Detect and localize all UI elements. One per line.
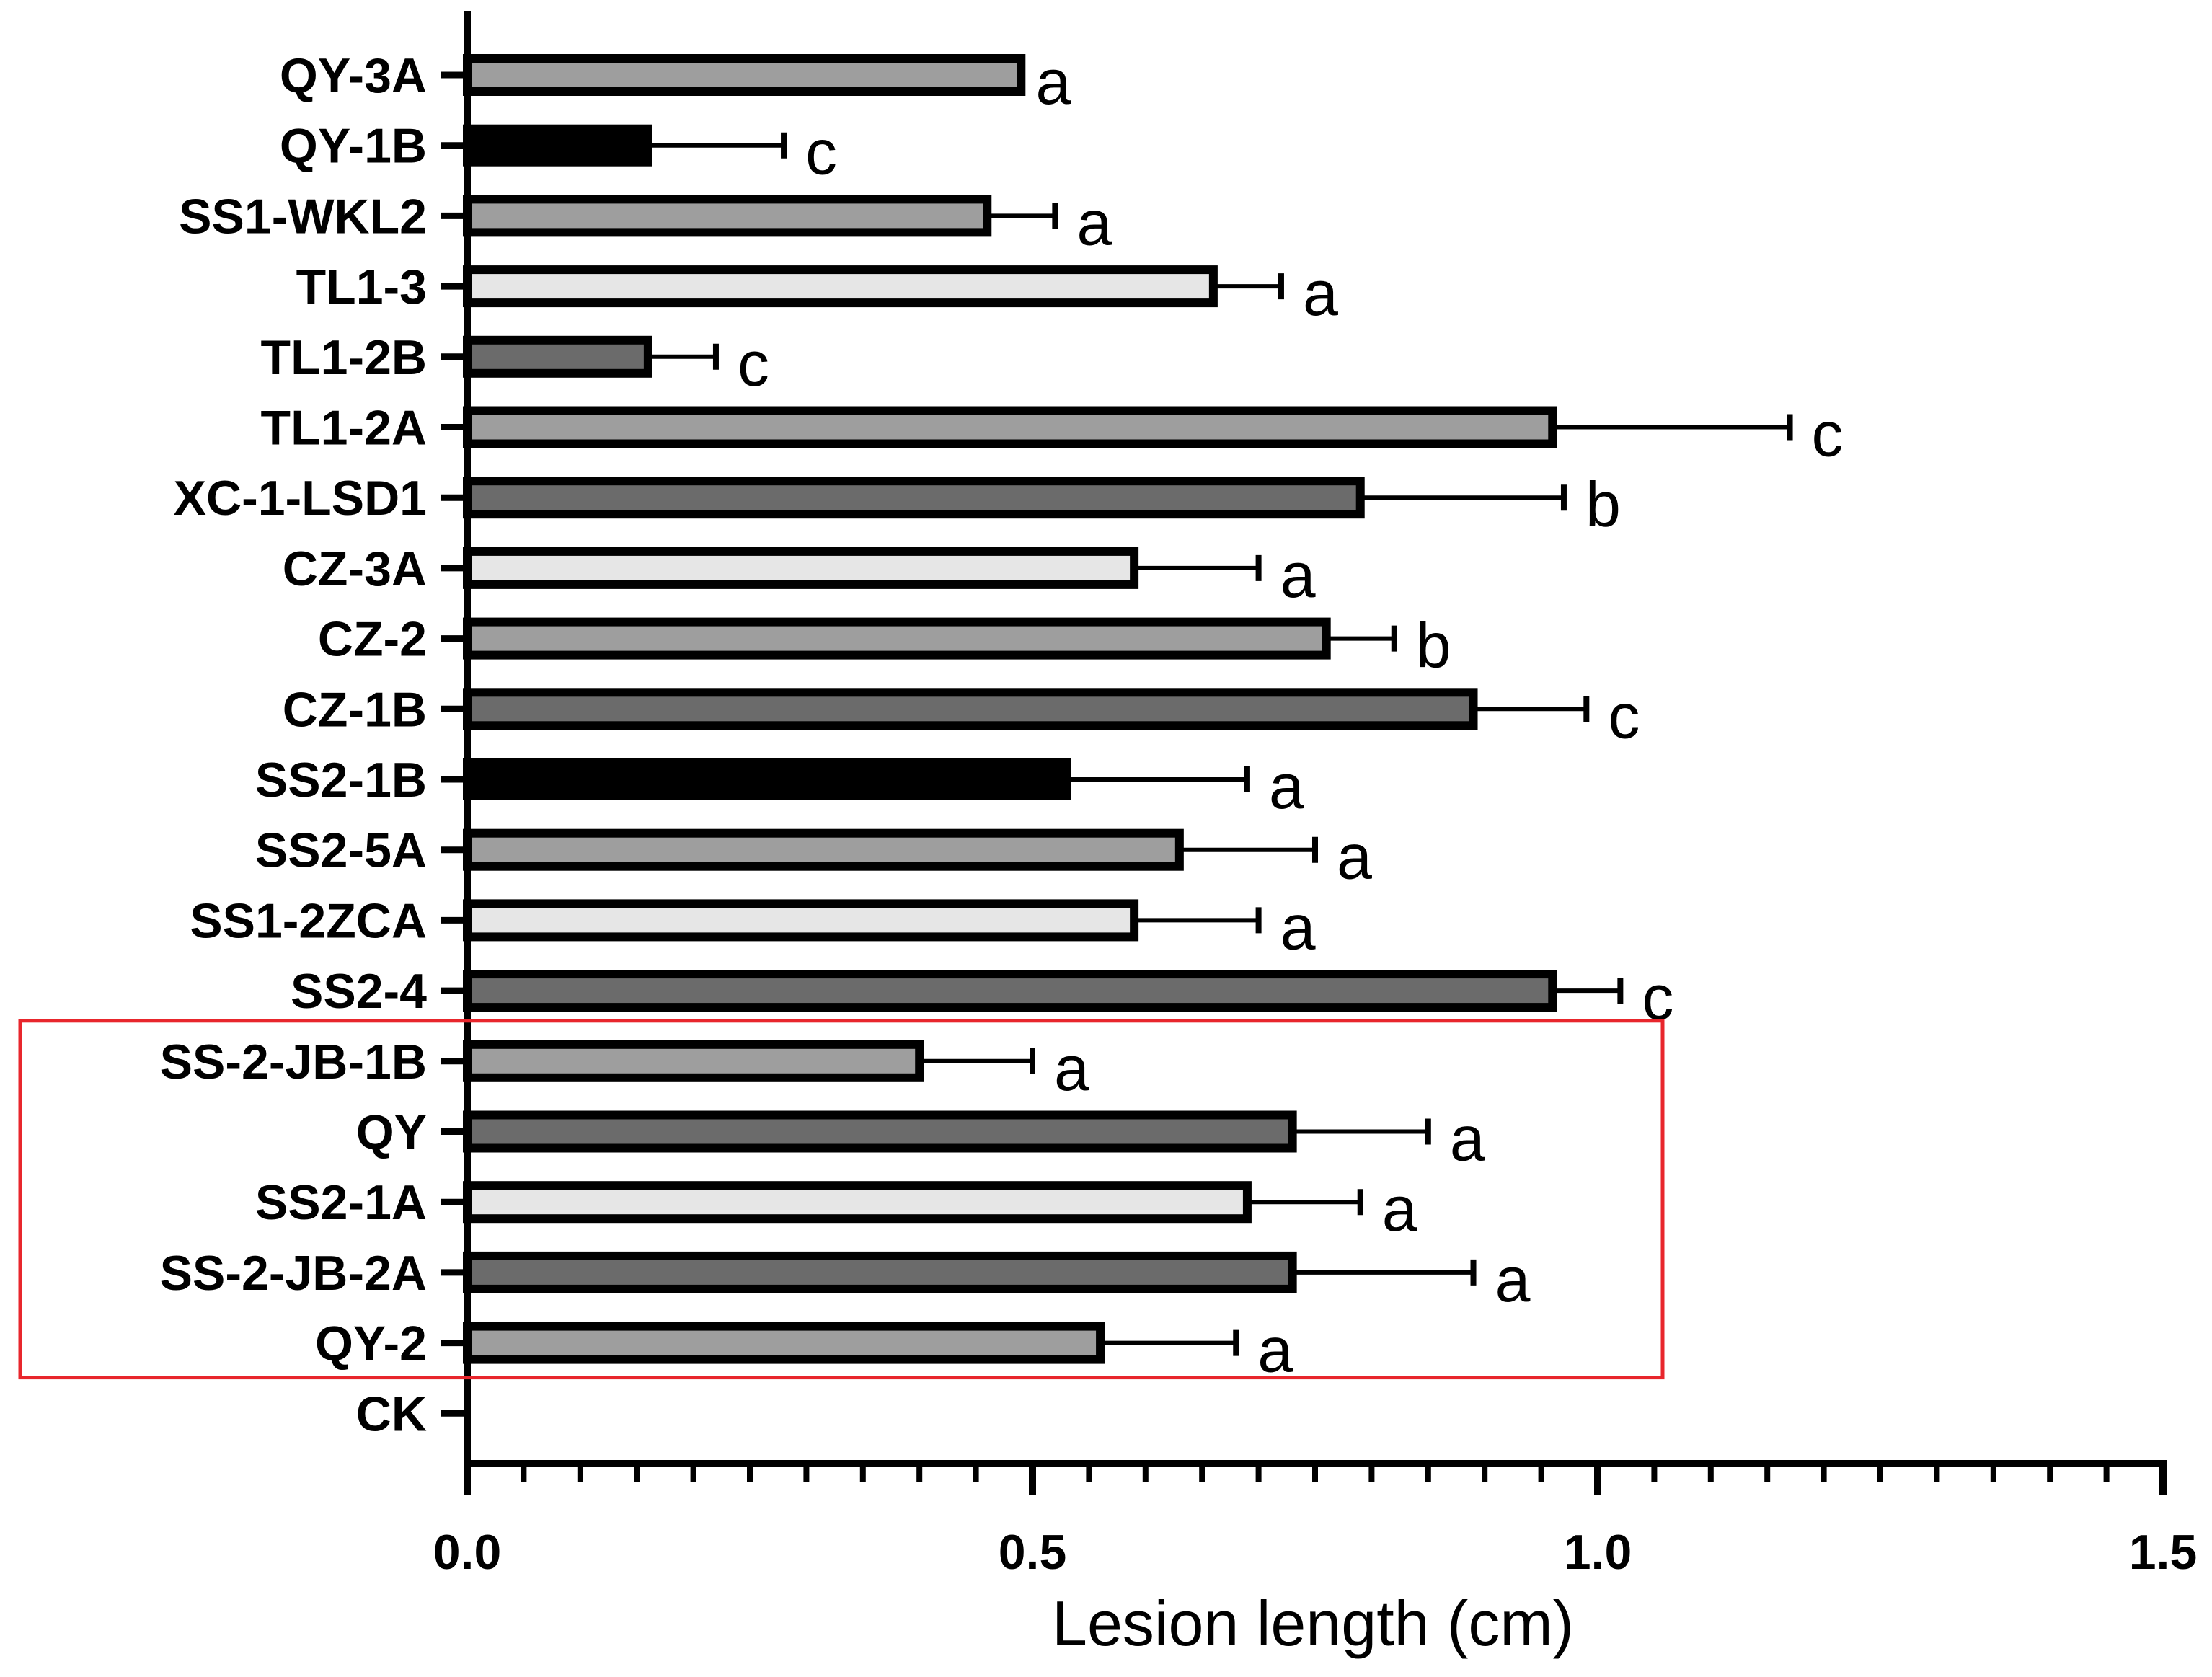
bar-ss-2-jb-2a [463, 1251, 1297, 1293]
category-label-ss2-5a: SS2-5A [255, 823, 427, 878]
sig-label-ss1-wkl2: a [1076, 187, 1112, 258]
x-tick-label-3: 1.5 [2129, 1525, 2198, 1580]
sig-label-qy: a [1450, 1103, 1485, 1174]
sig-label-qy-3a: a [1035, 46, 1071, 118]
category-label-ck: CK [356, 1386, 427, 1441]
sig-label-tl1-2a: c [1812, 399, 1844, 470]
bar-qy-3a [463, 54, 1026, 96]
bar-cz-1b [463, 688, 1478, 730]
category-label-ss1-wkl2: SS1-WKL2 [179, 189, 427, 244]
error-bars-layer [647, 132, 1793, 1356]
category-label-ss1-2zca: SS1-2ZCA [190, 893, 427, 948]
category-label-qy-2: QY-2 [315, 1317, 427, 1371]
bar-ss2-4 [463, 970, 1557, 1012]
bar-xc-1-lsd1 [463, 477, 1365, 519]
x-tick-label-1: 0.5 [999, 1525, 1067, 1580]
category-label-tl1-2b: TL1-2B [261, 330, 427, 385]
category-label-qy: QY [356, 1105, 427, 1160]
category-label-qy-3a: QY-3A [280, 48, 427, 103]
bar-qy [463, 1110, 1297, 1153]
bar-ss-2-jb-1b [463, 1040, 924, 1082]
bar-ss1-2zca [463, 899, 1139, 942]
category-label-ss-2-jb-2a: SS-2-JB-2A [160, 1246, 427, 1301]
sig-label-tl1-3: a [1303, 257, 1338, 329]
ticks [441, 71, 2167, 1495]
bar-ss2-1a [463, 1181, 1252, 1224]
bar-ss2-1b [463, 758, 1071, 800]
sig-label-cz-3a: a [1280, 539, 1316, 611]
bars-layer [463, 54, 1557, 1364]
bar-cz-2 [463, 617, 1331, 660]
bar-ss2-5a [463, 828, 1184, 871]
bar-tl1-2b [463, 335, 652, 378]
x-tick-label-0: 0.0 [433, 1525, 502, 1580]
category-label-cz-1b: CZ-1B [283, 682, 427, 737]
category-label-ss-2-jb-1b: SS-2-JB-1B [160, 1035, 427, 1089]
sig-label-ss2-1a: a [1382, 1173, 1417, 1244]
category-label-tl1-3: TL1-3 [296, 260, 427, 314]
bar-tl1-3 [463, 265, 1218, 308]
category-label-ss2-4: SS2-4 [291, 964, 427, 1019]
bar-ss1-wkl2 [463, 195, 992, 237]
sig-label-ss-2-jb-2a: a [1495, 1244, 1531, 1315]
x-axis-title: Lesion length (cm) [1052, 1588, 1574, 1659]
sig-label-ss2-1b: a [1269, 751, 1304, 822]
x-tick-labels: 0.0 0.5 1.0 1.5 [433, 1525, 2198, 1580]
category-label-xc-1-lsd1: XC-1-LSD1 [174, 471, 427, 526]
x-tick-label-2: 1.0 [1564, 1525, 1632, 1580]
bar-cz-3a [463, 547, 1139, 589]
sig-label-ss2-5a: a [1337, 821, 1372, 893]
sig-label-ss1-2zca: a [1280, 891, 1316, 963]
category-label-qy-1b: QY-1B [280, 119, 427, 174]
bar-tl1-2a [463, 406, 1557, 448]
category-label-ss2-1b: SS2-1B [255, 753, 427, 807]
category-label-cz-3a: CZ-3A [283, 541, 427, 596]
category-label-tl1-2a: TL1-2A [261, 401, 427, 456]
sig-label-cz-2: b [1416, 610, 1451, 681]
sig-label-qy-2: a [1257, 1314, 1293, 1386]
sig-label-qy-1b: c [805, 117, 837, 188]
category-labels: QY-3A QY-1B SS1-WKL2 TL1-3 TL1-2B TL1-2A XC-1-… [160, 48, 428, 1441]
category-label-cz-2: CZ-2 [318, 612, 427, 667]
bar-qy-1b [463, 124, 652, 167]
bar-qy-2 [463, 1322, 1105, 1364]
sig-label-cz-1b: c [1608, 680, 1640, 751]
sig-label-ss-2-jb-1b: a [1054, 1032, 1089, 1104]
sig-label-tl1-2b: c [738, 328, 769, 399]
sig-label-xc-1-lsd1: b [1585, 469, 1621, 540]
category-label-ss2-1a: SS2-1A [255, 1175, 427, 1230]
highlight-box [18, 1019, 1665, 1380]
